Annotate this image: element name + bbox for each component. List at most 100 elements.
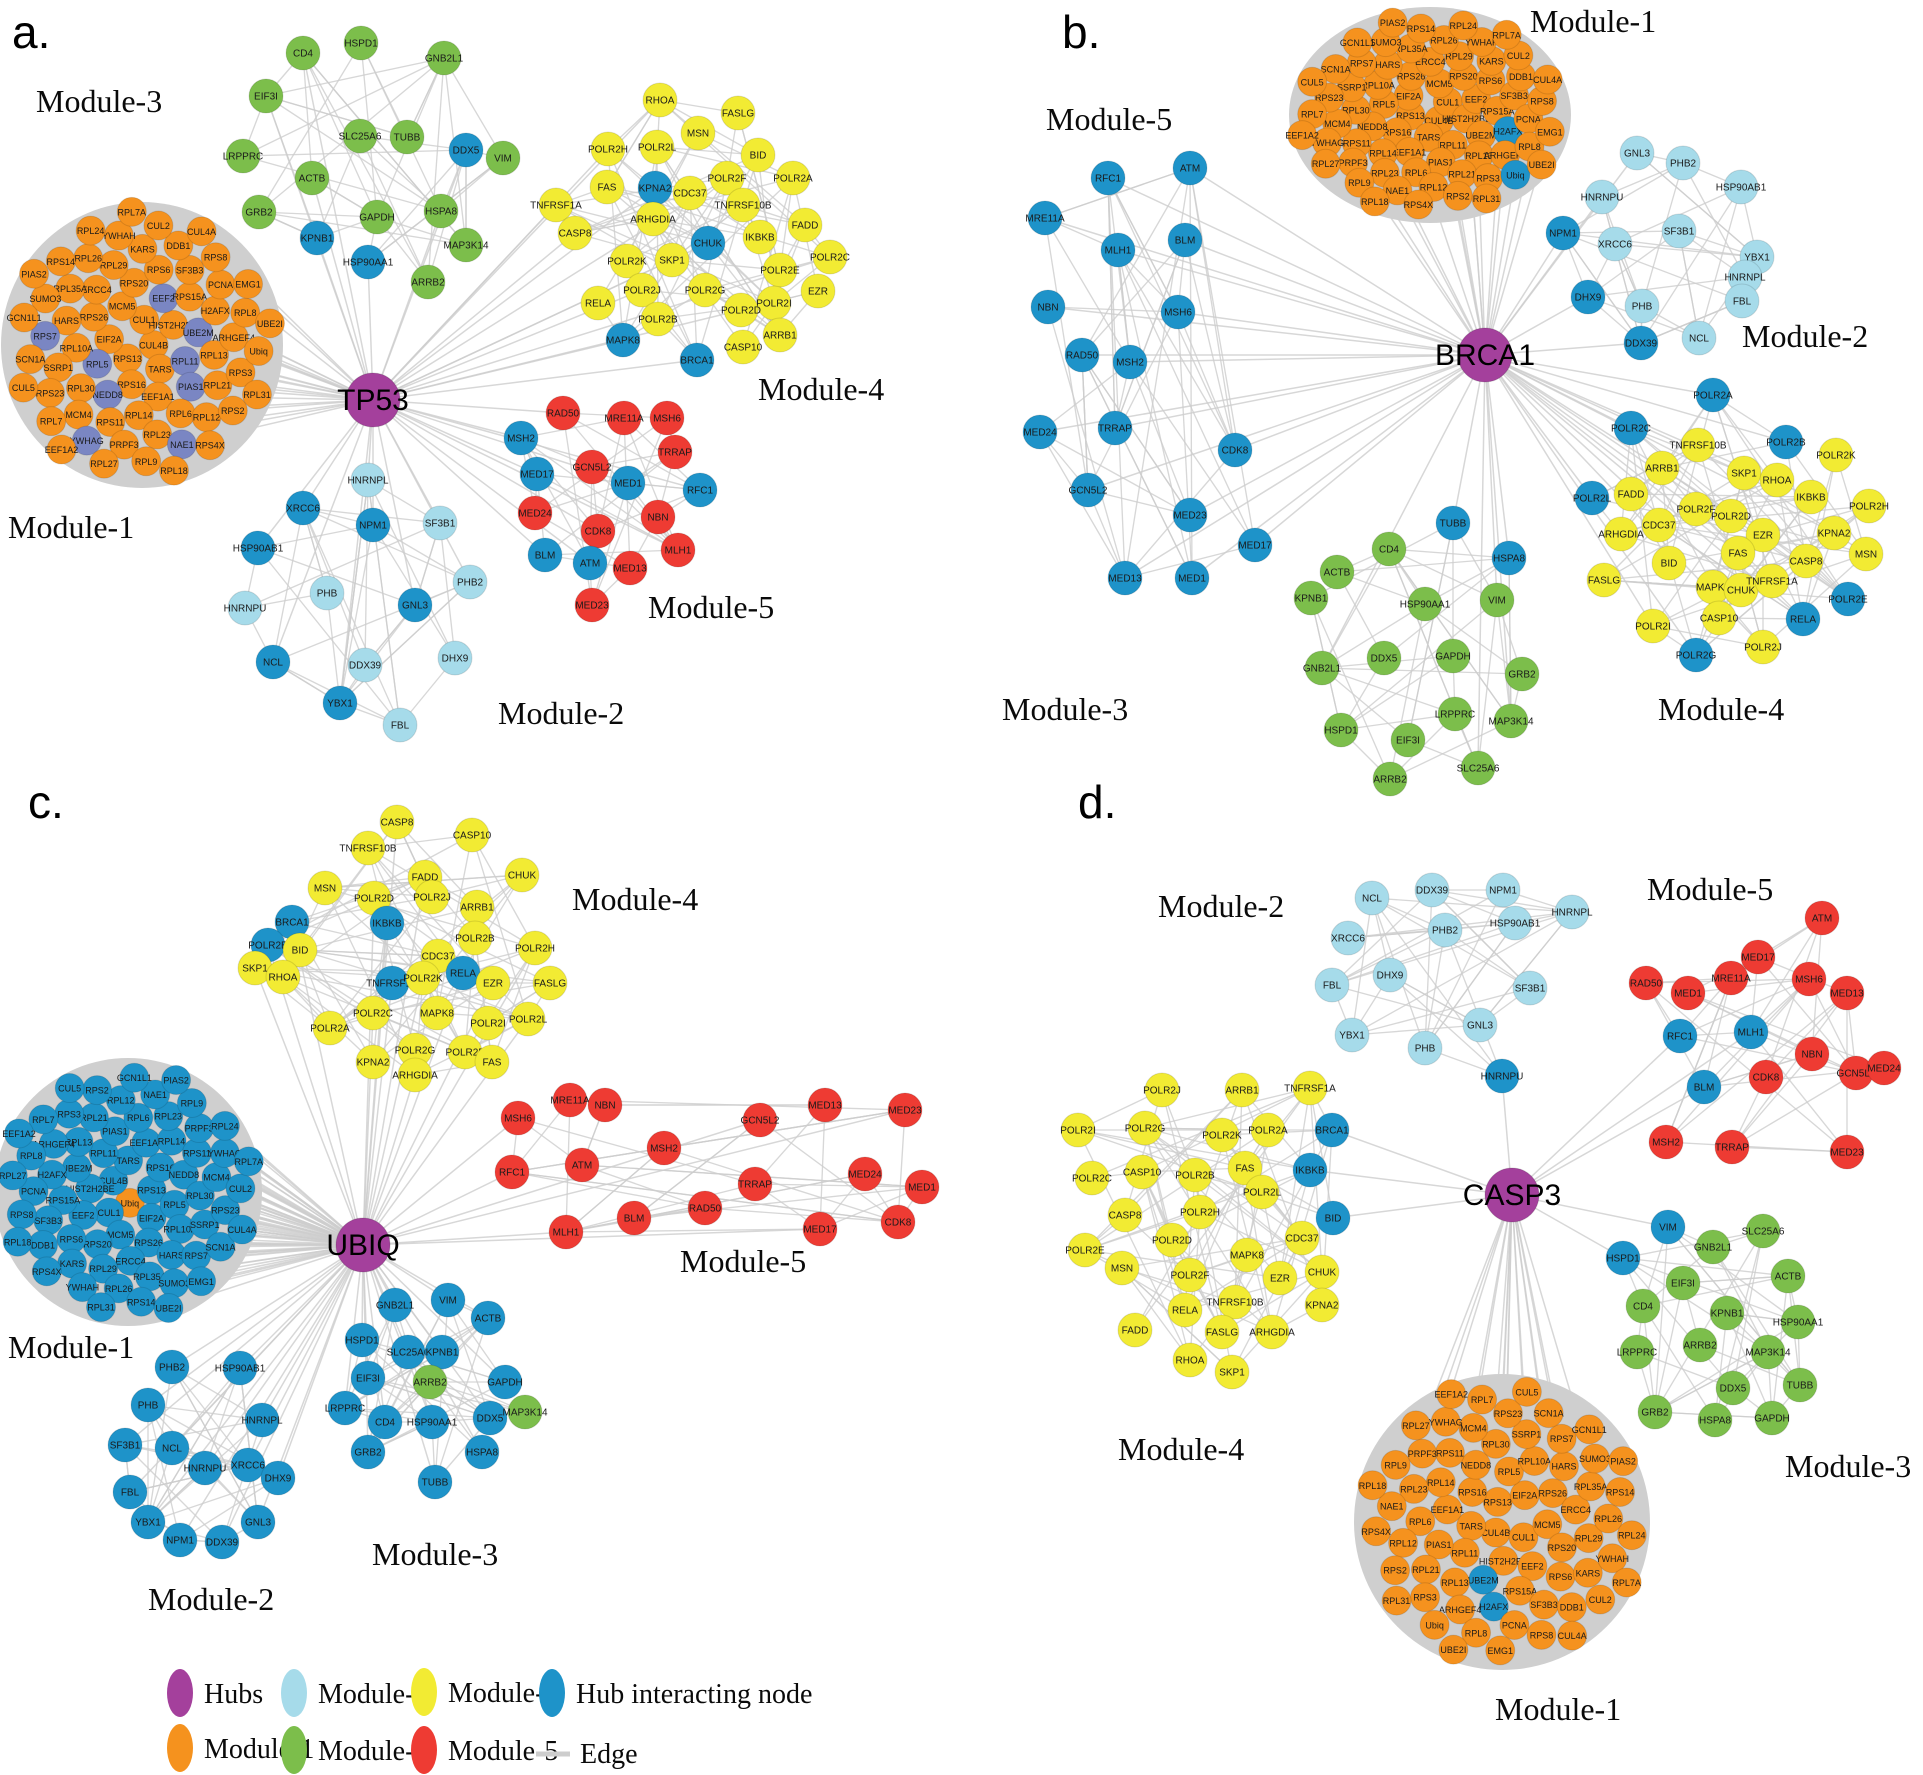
- node-PIAS2: [1608, 1446, 1639, 1477]
- node-label-RPS26: RPS26: [1397, 71, 1426, 81]
- node-label-RPL7A: RPL7A: [1612, 1578, 1641, 1588]
- hub-label-BRCA1: BRCA1: [1435, 339, 1535, 372]
- node-label-SUMO3: SUMO3: [1579, 1454, 1611, 1464]
- node-label-ACTB: ACTB: [1324, 568, 1351, 579]
- node-RHOA: [265, 959, 301, 995]
- node-label-CUL1: CUL1: [133, 315, 156, 325]
- node-RPS23: [1492, 1398, 1523, 1429]
- node-label-YWHAG: YWHAG: [208, 1149, 242, 1159]
- node-RPL24: [209, 1110, 240, 1141]
- node-label-RPL29: RPL29: [1575, 1534, 1603, 1544]
- node-label-MED23: MED23: [1830, 1148, 1864, 1159]
- node-label-CUL1: CUL1: [1512, 1533, 1535, 1543]
- node-SF3B1: [1661, 213, 1697, 249]
- node-EZR: [1262, 1260, 1298, 1296]
- node-RPS26: [1537, 1478, 1568, 1509]
- node-MED17: [802, 1211, 838, 1247]
- node-label-UBE2M: UBE2M: [183, 328, 214, 338]
- node-label-EEF1A2: EEF1A2: [2, 1129, 36, 1139]
- node-label-RPL14: RPL14: [158, 1136, 186, 1146]
- node-label-MAP3K14: MAP3K14: [1488, 717, 1533, 728]
- hub-casp3: CASP3: [1463, 1167, 1561, 1223]
- node-label-EZR: EZR: [1270, 1274, 1290, 1285]
- node-LRPPRC: [1619, 1334, 1655, 1370]
- node-label-POLR2I: POLR2I: [1635, 622, 1671, 633]
- node-label-MAP3K14: MAP3K14: [443, 241, 488, 252]
- node-label-TARS: TARS: [1459, 1521, 1482, 1531]
- node-label-TUBB: TUBB: [1440, 519, 1467, 530]
- node-label-RPS11: RPS11: [96, 418, 124, 428]
- node-label-HIST2H2BE: HIST2H2BE: [66, 1184, 115, 1194]
- node-label-CASP8: CASP8: [381, 818, 414, 829]
- node-label-EIF2A: EIF2A: [139, 1213, 164, 1223]
- node-POLR2I: [1635, 608, 1671, 644]
- node-label-ARHGEF4: ARHGEF4: [1484, 150, 1527, 160]
- node-MSN: [1104, 1250, 1140, 1286]
- node-label-Ubiq: Ubiq: [121, 1198, 140, 1208]
- node-PHB2: [452, 564, 488, 600]
- node-label-YWHAG: YWHAG: [1310, 138, 1344, 148]
- node-GRB2: [1504, 656, 1540, 692]
- node-label-CASP8: CASP8: [1790, 557, 1823, 568]
- node-TUBB: [1782, 1367, 1818, 1403]
- node-KARS: [1572, 1557, 1603, 1588]
- node-label-RELA: RELA: [1172, 1306, 1198, 1317]
- node-label-CASP8: CASP8: [1109, 1211, 1142, 1222]
- node-RPL7A: [1611, 1567, 1642, 1598]
- node-PIAS2: [161, 1064, 192, 1095]
- node-POLR2F: [1172, 1257, 1208, 1293]
- node-label-SF3B1: SF3B1: [1664, 227, 1695, 238]
- node-label-RPS14: RPS14: [1407, 24, 1436, 34]
- node-label-RPL24: RPL24: [1450, 21, 1478, 31]
- node-label-KARS: KARS: [130, 244, 155, 254]
- node-label-CHUK: CHUK: [1308, 1268, 1337, 1279]
- legend-item-module-3: Module-3: [281, 1726, 428, 1774]
- node-label-ARRB2: ARRB2: [1373, 775, 1407, 786]
- node-label-RPL23: RPL23: [155, 1112, 183, 1122]
- node-label-POLR2I: POLR2I: [470, 1019, 506, 1030]
- node-label-RELA: RELA: [450, 969, 476, 980]
- node-SKP1: [654, 242, 690, 278]
- node-ARRB2: [1682, 1327, 1718, 1363]
- node-RPL9: [176, 1087, 207, 1118]
- node-label-DDX39: DDX39: [1625, 339, 1658, 350]
- node-label-H2AFX: H2AFX: [38, 1170, 67, 1180]
- node-NBN: [1794, 1036, 1830, 1072]
- node-NBN: [587, 1087, 623, 1123]
- node-label-TARS: TARS: [116, 1156, 139, 1166]
- node-label-POLR2E: POLR2E: [1065, 1246, 1105, 1257]
- node-CD4: [367, 1404, 403, 1440]
- node-label-GNB2L1: GNB2L1: [1303, 664, 1342, 675]
- node-label-SUMO3: SUMO3: [158, 1279, 190, 1289]
- node-YBX1: [322, 685, 358, 721]
- node-RPL30: [184, 1180, 215, 1211]
- node-RELA: [580, 285, 616, 321]
- panel-c-module-5: MSH6 MRE11A NBN RFC1 ATM MSH2 MLH1 BLM RAD50 GCN5…: [494, 1082, 940, 1279]
- node-label-MLH1: MLH1: [553, 1228, 580, 1239]
- node-TRRAP: [657, 434, 693, 470]
- node-label-EIF2A: EIF2A: [1512, 1491, 1537, 1501]
- node-label-POLR2J: POLR2J: [413, 893, 451, 904]
- node-Ubiq: [243, 336, 274, 367]
- node-label-MSN: MSN: [687, 129, 709, 140]
- node-label-POLR2K: POLR2K: [607, 257, 647, 268]
- node-label-GAPDH: GAPDH: [1754, 1414, 1790, 1425]
- node-label-NBN: NBN: [594, 1101, 615, 1112]
- node-label-GNB2L1: GNB2L1: [376, 1301, 415, 1312]
- node-label-RPL5: RPL5: [1498, 1467, 1521, 1477]
- node-label-RPS6: RPS6: [60, 1234, 84, 1244]
- node-label-GNB2L1: GNB2L1: [1694, 1243, 1733, 1254]
- node-label-RPL29: RPL29: [1445, 52, 1473, 62]
- node-label-CDK8: CDK8: [585, 527, 612, 538]
- node-label-HNRNPL: HNRNPL: [1551, 908, 1593, 919]
- node-label-HSPA8: HSPA8: [466, 1448, 498, 1459]
- node-label-RPL9: RPL9: [135, 457, 158, 467]
- node-label-DDX5: DDX5: [477, 1414, 504, 1425]
- node-label-ARRB1: ARRB1: [460, 903, 494, 914]
- node-label-MED17: MED17: [803, 1225, 837, 1236]
- node-label-DDX39: DDX39: [206, 1538, 239, 1549]
- node-label-MRE11A: MRE11A: [604, 414, 644, 425]
- node-SF3B1: [1512, 970, 1548, 1006]
- node-label-MAPK8: MAPK8: [420, 1009, 454, 1020]
- node-HSP90AB1: [1497, 905, 1533, 941]
